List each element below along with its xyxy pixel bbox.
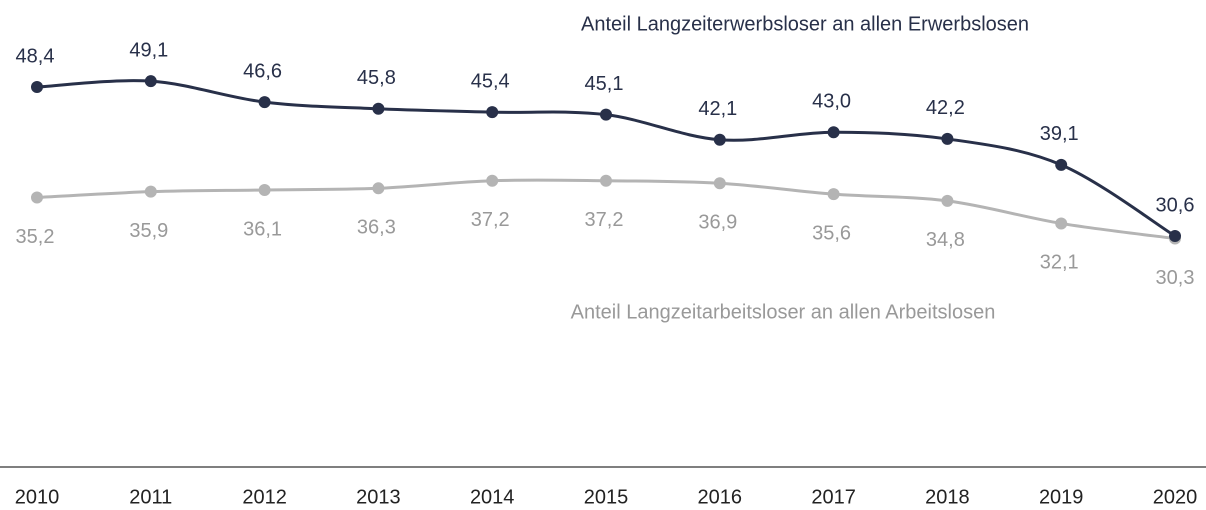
data-label: 36,1: [243, 218, 282, 240]
data-label: 42,1: [698, 98, 737, 120]
series-label: Anteil Langzeiterwerbsloser an allen Erw…: [581, 13, 1029, 35]
data-label: 37,2: [471, 209, 510, 231]
data-label: 35,6: [812, 222, 851, 244]
x-tick-label: 2020: [1153, 486, 1198, 508]
data-label: 45,4: [471, 70, 510, 92]
marker: [941, 132, 954, 145]
x-tick-label: 2010: [15, 486, 60, 508]
data-label: 43,0: [812, 91, 851, 113]
data-label: 37,2: [585, 209, 624, 231]
x-tick-label: 2017: [811, 486, 856, 508]
marker: [31, 191, 43, 204]
marker: [600, 174, 612, 187]
marker: [941, 194, 954, 207]
data-label: 35,9: [129, 220, 168, 242]
marker: [1055, 158, 1068, 171]
marker: [258, 183, 271, 196]
data-label: 36,3: [357, 217, 396, 239]
x-tick-label: 2011: [129, 486, 172, 508]
data-label: 35,2: [16, 226, 55, 248]
data-label: 45,8: [357, 67, 396, 89]
marker: [486, 174, 499, 187]
data-label: 46,6: [243, 60, 282, 82]
x-tick-label: 2015: [584, 486, 629, 508]
x-tick-label: 2013: [356, 486, 401, 508]
data-label: 49,1: [129, 39, 168, 61]
data-label: 42,2: [926, 97, 965, 119]
data-label: 30,3: [1156, 267, 1195, 289]
x-tick-label: 2019: [1039, 486, 1084, 508]
marker: [827, 188, 840, 201]
data-label: 36,9: [698, 212, 737, 234]
marker: [372, 102, 385, 115]
marker: [31, 81, 43, 94]
marker: [144, 75, 157, 88]
marker: [1169, 230, 1181, 243]
marker: [600, 108, 612, 121]
marker: [827, 126, 840, 139]
data-label: 45,1: [585, 73, 624, 95]
x-tick-label: 2014: [470, 486, 515, 508]
marker: [486, 106, 499, 119]
marker: [1055, 217, 1068, 230]
data-label: 34,8: [926, 229, 965, 251]
data-label: 32,1: [1040, 252, 1079, 274]
marker: [713, 177, 726, 190]
marker: [144, 185, 157, 198]
data-label: 48,4: [16, 45, 55, 67]
x-tick-label: 2016: [698, 486, 743, 508]
x-tick-label: 2012: [242, 486, 287, 508]
marker: [258, 96, 271, 109]
x-tick-label: 2018: [925, 486, 970, 508]
data-label: 30,6: [1156, 194, 1195, 216]
series-label: Anteil Langzeitarbeitsloser an allen Arb…: [571, 301, 996, 323]
data-label: 39,1: [1040, 123, 1079, 145]
marker: [372, 182, 385, 195]
marker: [713, 133, 726, 146]
